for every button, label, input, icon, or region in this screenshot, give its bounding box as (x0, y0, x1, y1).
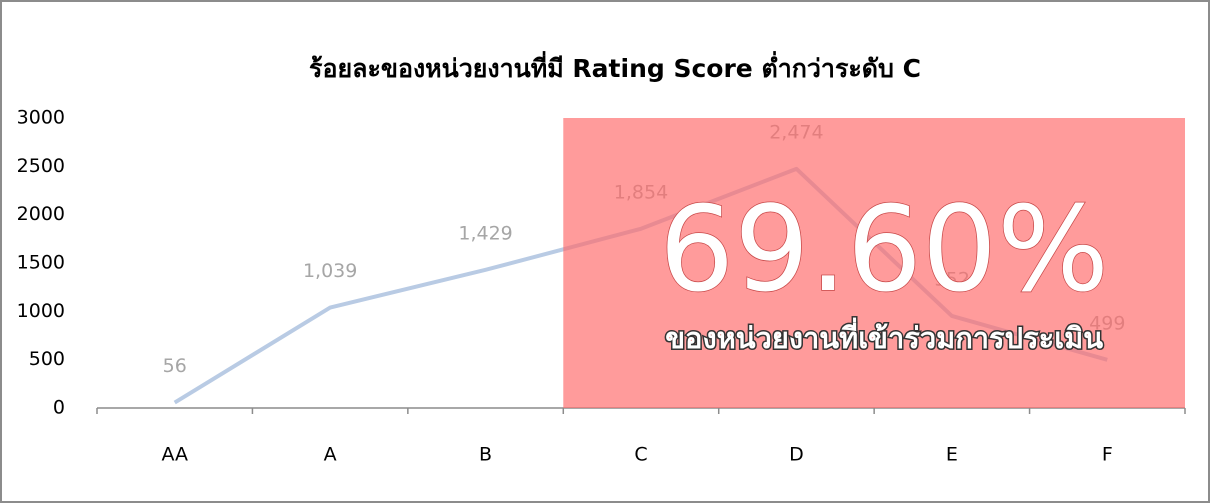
x-tick-label: B (479, 444, 492, 466)
x-tick-label: D (789, 444, 804, 466)
highlight-region (563, 118, 1185, 408)
y-tick-label: 2500 (17, 155, 65, 177)
x-tick-label: E (946, 444, 958, 466)
x-tick-label: F (1102, 444, 1113, 466)
data-label: 56 (163, 355, 187, 377)
annotation-sub: ของหน่วยงานที่เข้าร่วมการประเมิน (665, 317, 1103, 355)
y-tick-label: 3000 (17, 107, 65, 129)
annotation-big: 69.60% (659, 180, 1109, 318)
y-tick-label: 1000 (17, 300, 65, 322)
y-tick-label: 1500 (17, 252, 65, 274)
y-tick-label: 500 (29, 348, 65, 370)
y-tick-label: 0 (53, 397, 65, 419)
x-tick-label: A (324, 444, 337, 466)
x-tick-label: C (634, 444, 647, 466)
chart-title: ร้อยละของหน่วยงานที่มี Rating Score ต่ำก… (309, 51, 921, 83)
x-tick-label: AA (161, 444, 188, 466)
y-tick-label: 2000 (17, 203, 65, 225)
data-label: 1,039 (303, 260, 357, 282)
data-label: 1,429 (458, 222, 512, 244)
